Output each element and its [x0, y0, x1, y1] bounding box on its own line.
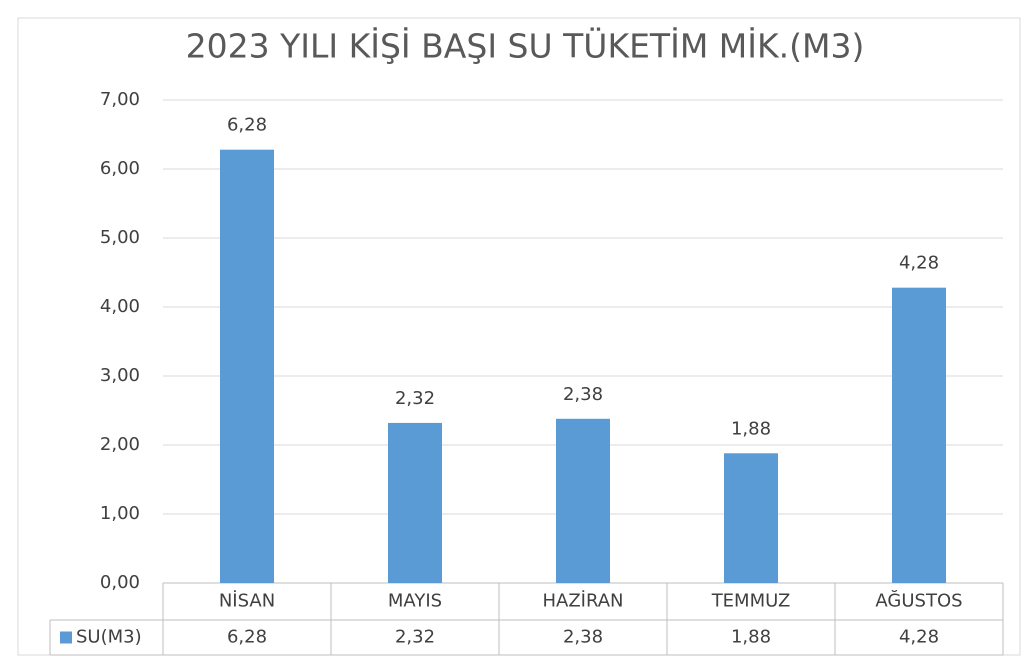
data-label: 4,28 — [899, 253, 939, 274]
y-tick-label: 7,00 — [100, 89, 140, 110]
x-tick-label: TEMMUZ — [711, 591, 791, 612]
y-tick-label: 1,00 — [100, 503, 140, 524]
x-tick-label: HAZİRAN — [542, 591, 623, 612]
table-value: 6,28 — [227, 627, 267, 648]
bar — [892, 287, 946, 583]
y-tick-label: 0,00 — [100, 572, 140, 593]
bar — [388, 422, 442, 583]
x-tick-label: NİSAN — [219, 591, 275, 612]
table-value: 2,38 — [563, 627, 603, 648]
x-tick-label: MAYIS — [388, 591, 442, 612]
chart-border — [17, 17, 1021, 656]
table-value: 4,28 — [899, 627, 939, 648]
y-tick-label: 5,00 — [100, 227, 140, 248]
y-tick-label: 6,00 — [100, 158, 140, 179]
data-label: 1,88 — [731, 418, 771, 439]
data-label: 2,32 — [395, 388, 435, 409]
legend-label: SU(M3) — [76, 627, 142, 648]
table-value: 2,32 — [395, 627, 435, 648]
data-label: 2,38 — [563, 384, 603, 405]
data-label: 6,28 — [227, 115, 267, 136]
bar — [556, 418, 610, 583]
y-tick-label: 4,00 — [100, 296, 140, 317]
bar — [724, 453, 778, 583]
legend-swatch — [60, 631, 72, 644]
bar — [220, 149, 274, 583]
table-value: 1,88 — [731, 627, 771, 648]
chart-title: 2023 YILI KİŞİ BAŞI SU TÜKETİM MİK.(M3) — [186, 26, 865, 66]
y-tick-label: 2,00 — [100, 434, 140, 455]
y-tick-label: 3,00 — [100, 365, 140, 386]
x-tick-label: AĞUSTOS — [875, 590, 962, 612]
